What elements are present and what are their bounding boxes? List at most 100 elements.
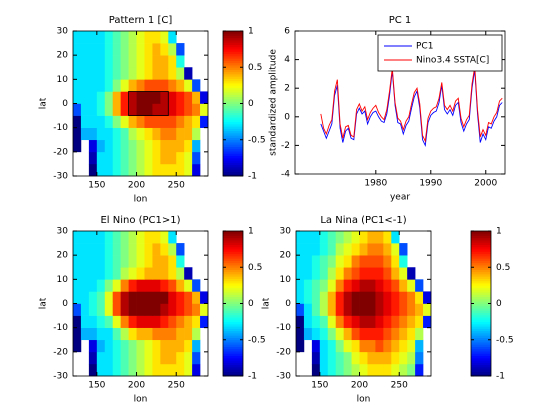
colorbar-step	[223, 337, 243, 341]
heatmap-cell	[136, 315, 145, 328]
colorbar-step	[223, 121, 243, 125]
heatmap-cell	[80, 79, 90, 92]
colorbar-step	[471, 280, 491, 284]
heatmap-cell	[160, 231, 169, 244]
heatmap-cell	[296, 243, 305, 256]
heatmap-cell	[128, 79, 137, 92]
colorbar-step	[471, 330, 491, 334]
heatmap-cell	[73, 291, 82, 304]
colorbar-step	[471, 235, 491, 239]
heatmap-cell	[144, 163, 153, 177]
colorbar-step	[471, 326, 491, 329]
heatmap-cell	[415, 291, 424, 304]
y-tick-label: 20	[280, 251, 292, 261]
colorbar-step	[223, 357, 243, 361]
y-tick-label: 10	[57, 275, 69, 285]
heatmap-cell	[120, 255, 129, 268]
heatmap-cell	[367, 279, 376, 292]
heatmap-cell	[311, 231, 321, 244]
x-tick-label: 1980	[364, 179, 387, 189]
heatmap-cell	[351, 231, 360, 244]
heatmap-cell	[192, 163, 201, 177]
heatmap-cell	[303, 303, 313, 316]
heatmap-cell	[136, 43, 145, 56]
heatmap-cell	[144, 43, 153, 56]
colorbar-step	[223, 321, 243, 325]
heatmap-cell	[184, 363, 193, 377]
heatmap-cell	[112, 67, 121, 80]
heatmap-cell	[144, 151, 153, 165]
heatmap-cell	[359, 255, 368, 268]
heatmap-cell	[184, 163, 193, 177]
heatmap-cell	[136, 291, 145, 304]
colorbar-step	[471, 287, 491, 291]
heatmap-cell	[112, 243, 121, 256]
colorbar-step	[223, 235, 243, 239]
heatmap-cell	[351, 303, 360, 316]
heatmap-cell	[375, 243, 384, 256]
heatmap-cell	[120, 43, 129, 56]
colorbar-step	[223, 285, 243, 289]
colorbar-step	[471, 357, 491, 361]
colorbar-tick-label: -1	[248, 172, 257, 182]
heatmap-cell	[200, 303, 209, 316]
y-axis-label: lat	[262, 297, 272, 309]
heatmap-cell	[311, 255, 321, 268]
colorbar-step	[223, 130, 243, 134]
heatmap-cell	[136, 243, 145, 256]
heatmap-cell	[192, 79, 201, 92]
colorbar-step	[223, 310, 243, 313]
heatmap-cell	[136, 363, 145, 377]
heatmap-cell	[136, 279, 145, 292]
heatmap-cell	[80, 103, 90, 116]
colorbar-step	[471, 344, 491, 347]
heatmap-cell	[96, 79, 106, 92]
colorbar-step	[223, 298, 243, 302]
colorbar-step	[223, 69, 243, 73]
heatmap-cell	[96, 255, 106, 268]
colorbar-step	[471, 310, 491, 313]
colorbar-step	[223, 160, 243, 163]
heatmap-cell	[96, 351, 106, 365]
heatmap-cell	[343, 327, 352, 341]
heatmap-cell	[335, 291, 344, 304]
heatmap-cell	[399, 315, 408, 328]
heatmap-cell	[128, 291, 137, 304]
y-tick-label: -20	[276, 347, 291, 357]
colorbar-step	[223, 117, 243, 120]
colorbar-step	[471, 269, 491, 273]
series-line	[320, 69, 503, 147]
heatmap-cell	[311, 327, 321, 341]
colorbar-step	[471, 249, 491, 252]
heatmap-cell	[391, 351, 400, 365]
heatmap-cell	[327, 231, 337, 244]
heatmap-cell	[128, 43, 137, 56]
heatmap-cell	[160, 363, 169, 377]
heatmap-cell	[343, 351, 352, 365]
heatmap-cell	[327, 243, 337, 256]
heatmap-cell	[104, 327, 114, 341]
heatmap-cell	[176, 291, 185, 304]
colorbar-step	[223, 267, 243, 270]
heatmap-cell	[88, 79, 98, 92]
heatmap-cell	[73, 139, 82, 153]
heatmap-cell	[343, 243, 352, 256]
heatmap-cell	[128, 351, 137, 365]
heatmap-cell	[160, 151, 169, 165]
heatmap-cell	[104, 43, 114, 56]
y-tick-label: 2	[284, 84, 290, 94]
heatmap-cell	[184, 151, 193, 165]
y-tick-label: 10	[57, 75, 69, 85]
heatmap-cell	[112, 291, 121, 304]
colorbar-step	[223, 40, 243, 43]
series-line	[320, 66, 503, 143]
colorbar-step	[223, 258, 243, 261]
heatmap-cell	[391, 255, 400, 268]
heatmap-cell	[176, 115, 185, 128]
colorbar-step	[223, 330, 243, 334]
heatmap-cell	[128, 255, 137, 268]
heatmap-cell	[136, 151, 145, 165]
heatmap-cell	[327, 291, 337, 304]
colorbar-step	[223, 326, 243, 329]
heatmap-cell	[343, 315, 352, 328]
